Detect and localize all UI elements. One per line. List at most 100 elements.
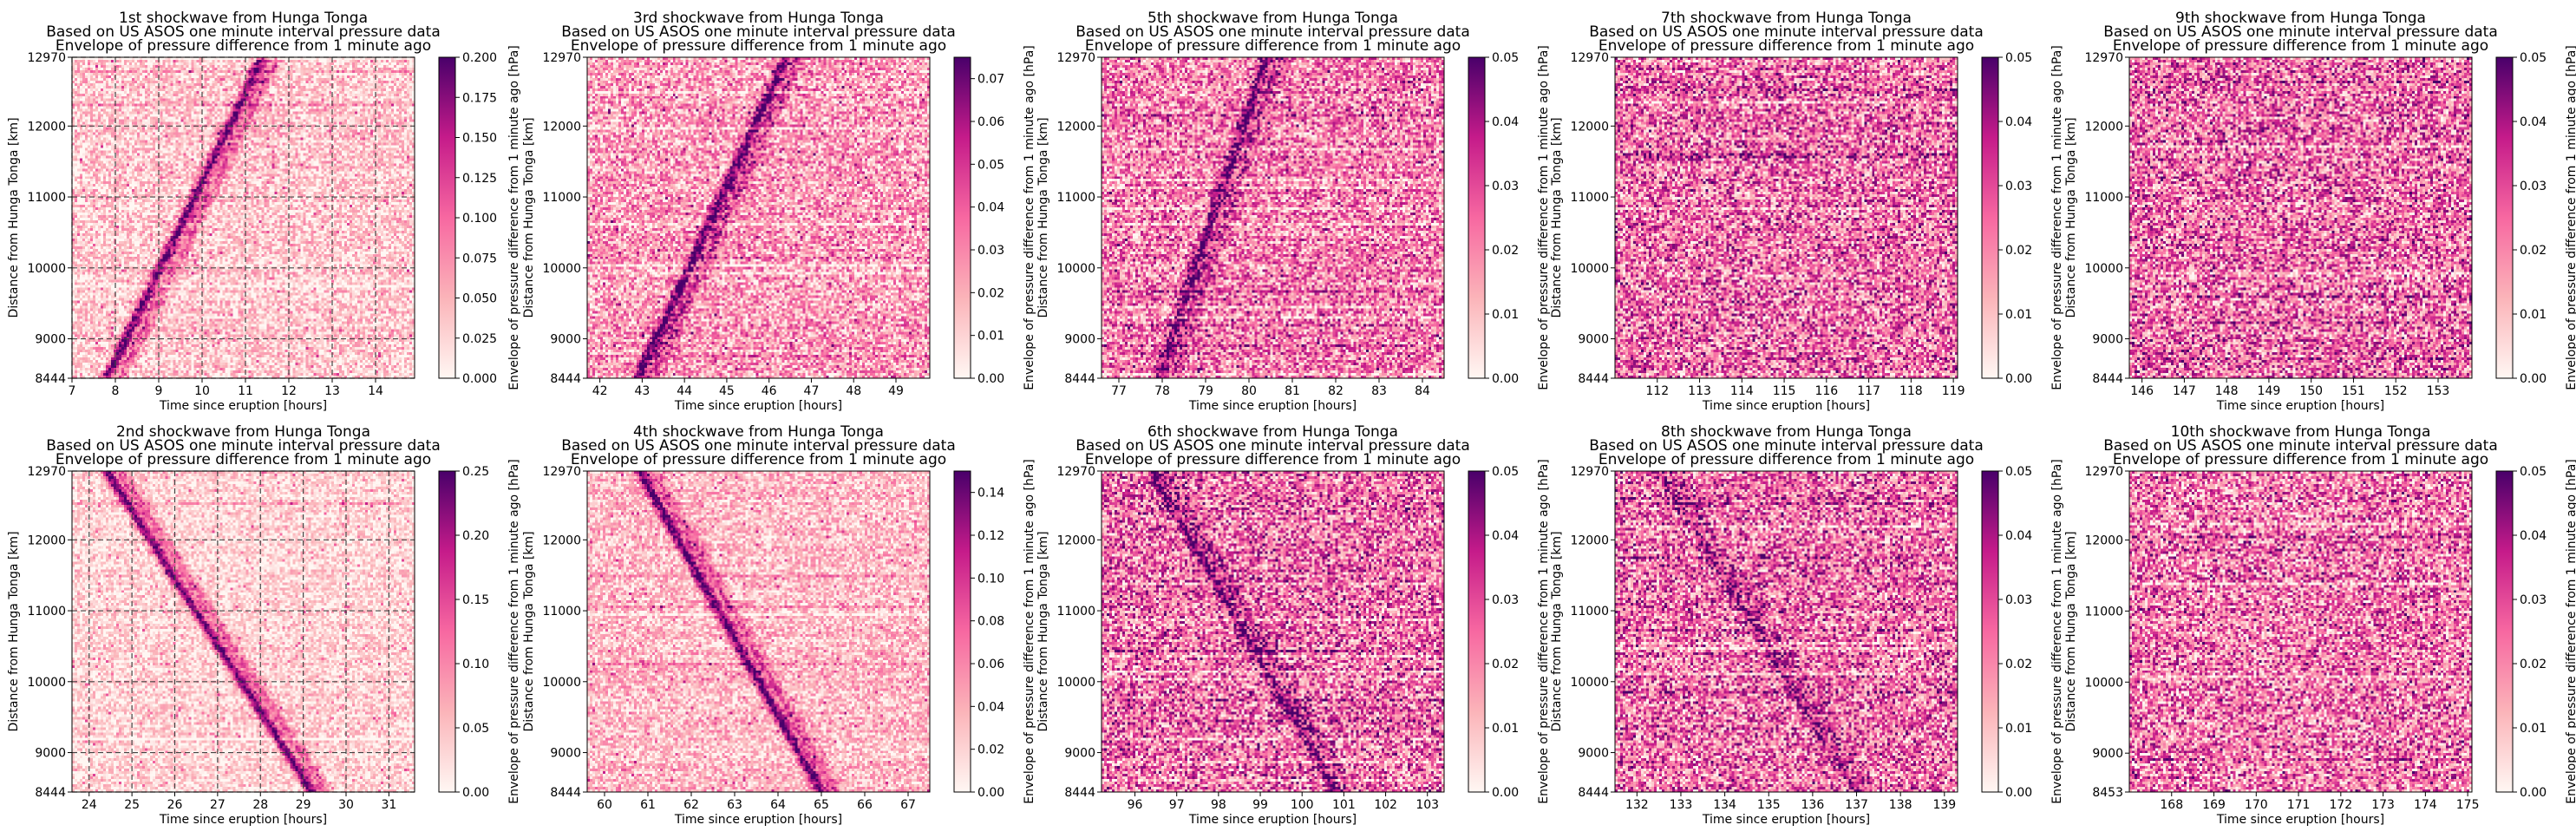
y-tick-label: 9000 [1578, 333, 1609, 347]
colorbar-tick-label: 0.125 [462, 172, 497, 186]
y-tick-label: 8444 [35, 786, 66, 800]
colorbar [1468, 56, 1486, 379]
chart-title-line-2: Based on US ASOS one minute interval pre… [46, 23, 441, 41]
x-tick-label: 81 [1285, 384, 1300, 398]
colorbar-tick-label: 0.07 [977, 73, 1004, 87]
y-tick-label: 9000 [2092, 333, 2123, 347]
colorbar [953, 56, 971, 379]
x-tick-label: 28 [252, 798, 268, 812]
colorbar-tick-label: 0.050 [462, 292, 497, 306]
colorbar-label: Envelope of pressure difference from 1 m… [1537, 459, 1551, 804]
x-tick-label: 115 [1773, 384, 1796, 398]
colorbar-tick-label: 0.03 [1492, 593, 1519, 607]
x-tick-label: 24 [82, 798, 97, 812]
y-tick-label: 12000 [27, 534, 66, 547]
colorbar-label: Envelope of pressure difference from 1 m… [1023, 459, 1036, 804]
colorbar-tick-label: 0.01 [1492, 722, 1519, 736]
y-tick-label: 8444 [1064, 372, 1095, 386]
x-tick-label: 153 [2427, 384, 2450, 398]
colorbar-tick-label: 0.01 [1492, 308, 1519, 322]
chart-title-line-2: Based on US ASOS one minute interval pre… [2103, 23, 2498, 41]
x-tick-label: 83 [1371, 384, 1387, 398]
x-tick-label: 78 [1154, 384, 1170, 398]
x-axis-label: Time since eruption [hours] [159, 399, 327, 413]
plot-frame [1614, 56, 1958, 379]
colorbar-label: Envelope of pressure difference from 1 m… [2565, 45, 2576, 390]
colorbar-label: Envelope of pressure difference from 1 m… [2050, 45, 2064, 390]
x-axis-label: Time since eruption [hours] [1188, 399, 1357, 413]
colorbar-tick-label: 0.00 [1492, 786, 1519, 800]
y-tick-label: 11000 [1570, 191, 1609, 205]
x-tick-label: 31 [381, 798, 396, 812]
y-tick-label: 11000 [1570, 605, 1609, 619]
x-axis-label: Time since eruption [hours] [1702, 399, 1870, 413]
chart-title-line-3: Envelope of pressure difference from 1 m… [2113, 37, 2488, 55]
y-tick-label: 8453 [2092, 786, 2123, 800]
x-axis-label: Time since eruption [hours] [1188, 813, 1357, 827]
y-tick-label: 12970 [1570, 465, 1609, 479]
colorbar-tick-label: 0.01 [2005, 722, 2032, 736]
colorbar-tick-label: 0.05 [977, 158, 1004, 172]
y-tick-label: 10000 [1570, 262, 1609, 276]
y-tick-label: 9000 [35, 747, 66, 761]
x-tick-label: 30 [338, 798, 354, 812]
y-axis-label: Distance from Hunga Tonga [km] [1550, 531, 1564, 731]
x-axis-label: Time since eruption [hours] [1702, 813, 1870, 827]
y-tick-label: 10000 [2084, 676, 2123, 690]
y-tick-label: 12970 [1570, 51, 1609, 65]
colorbar-tick-label: 0.05 [2005, 465, 2032, 479]
chart-title-line-1: 5th shockwave from Hunga Tonga [1147, 10, 1398, 27]
colorbar-tick-label: 0.01 [2520, 308, 2547, 322]
x-tick-label: 149 [2258, 384, 2281, 398]
chart-title-line-3: Envelope of pressure difference from 1 m… [571, 451, 946, 468]
colorbar-tick-label: 0.01 [2520, 722, 2547, 736]
colorbar-tick-label: 0.04 [1492, 115, 1519, 129]
colorbar [2495, 470, 2514, 793]
chart-title-line-1: 4th shockwave from Hunga Tonga [633, 423, 884, 441]
colorbar-tick-label: 0.14 [977, 487, 1004, 501]
y-tick-label: 11000 [27, 605, 66, 619]
x-tick-label: 135 [1757, 798, 1781, 812]
y-tick-label: 9000 [550, 333, 581, 347]
x-tick-label: 7 [69, 384, 76, 398]
x-tick-label: 112 [1645, 384, 1669, 398]
colorbar-tick-label: 0.02 [1492, 658, 1519, 671]
colorbar-tick-label: 0.12 [977, 529, 1004, 543]
y-tick-label: 10000 [1056, 262, 1095, 276]
colorbar-tick-label: 0.06 [977, 658, 1004, 671]
y-tick-label: 9000 [35, 333, 66, 347]
colorbar-tick-label: 0.02 [1492, 244, 1519, 258]
colorbar-tick-label: 0.00 [2005, 786, 2032, 800]
x-tick-label: 101 [1332, 798, 1356, 812]
y-tick-label: 10000 [542, 262, 581, 276]
heatmap-image [1102, 471, 1444, 792]
y-tick-label: 12000 [27, 120, 66, 134]
x-tick-label: 12 [281, 384, 297, 398]
y-tick-label: 12970 [1056, 51, 1095, 65]
y-tick-label: 10000 [27, 262, 66, 276]
x-tick-label: 49 [888, 384, 904, 398]
heatmap-image [72, 57, 415, 378]
x-tick-label: 151 [2342, 384, 2365, 398]
colorbar-tick-label: 0.00 [2005, 372, 2032, 386]
x-tick-label: 171 [2287, 798, 2311, 812]
chart-title-line-2: Based on US ASOS one minute interval pre… [46, 437, 441, 455]
y-tick-label: 11000 [2084, 191, 2123, 205]
colorbar-tick-label: 0.08 [977, 615, 1004, 629]
y-tick-label: 12970 [2084, 465, 2123, 479]
x-tick-label: 147 [2173, 384, 2196, 398]
y-tick-label: 10000 [27, 676, 66, 690]
y-axis-label: Distance from Hunga Tonga [km] [522, 531, 536, 731]
y-tick-label: 11000 [1056, 191, 1095, 205]
colorbar-tick-label: 0.04 [977, 700, 1004, 714]
y-axis-label: Distance from Hunga Tonga [km] [2064, 531, 2078, 731]
x-tick-label: 25 [124, 798, 140, 812]
x-tick-label: 66 [857, 798, 873, 812]
colorbar-tick-label: 0.000 [462, 372, 497, 386]
plot-frame [1101, 56, 1445, 379]
y-tick-label: 9000 [1064, 333, 1095, 347]
